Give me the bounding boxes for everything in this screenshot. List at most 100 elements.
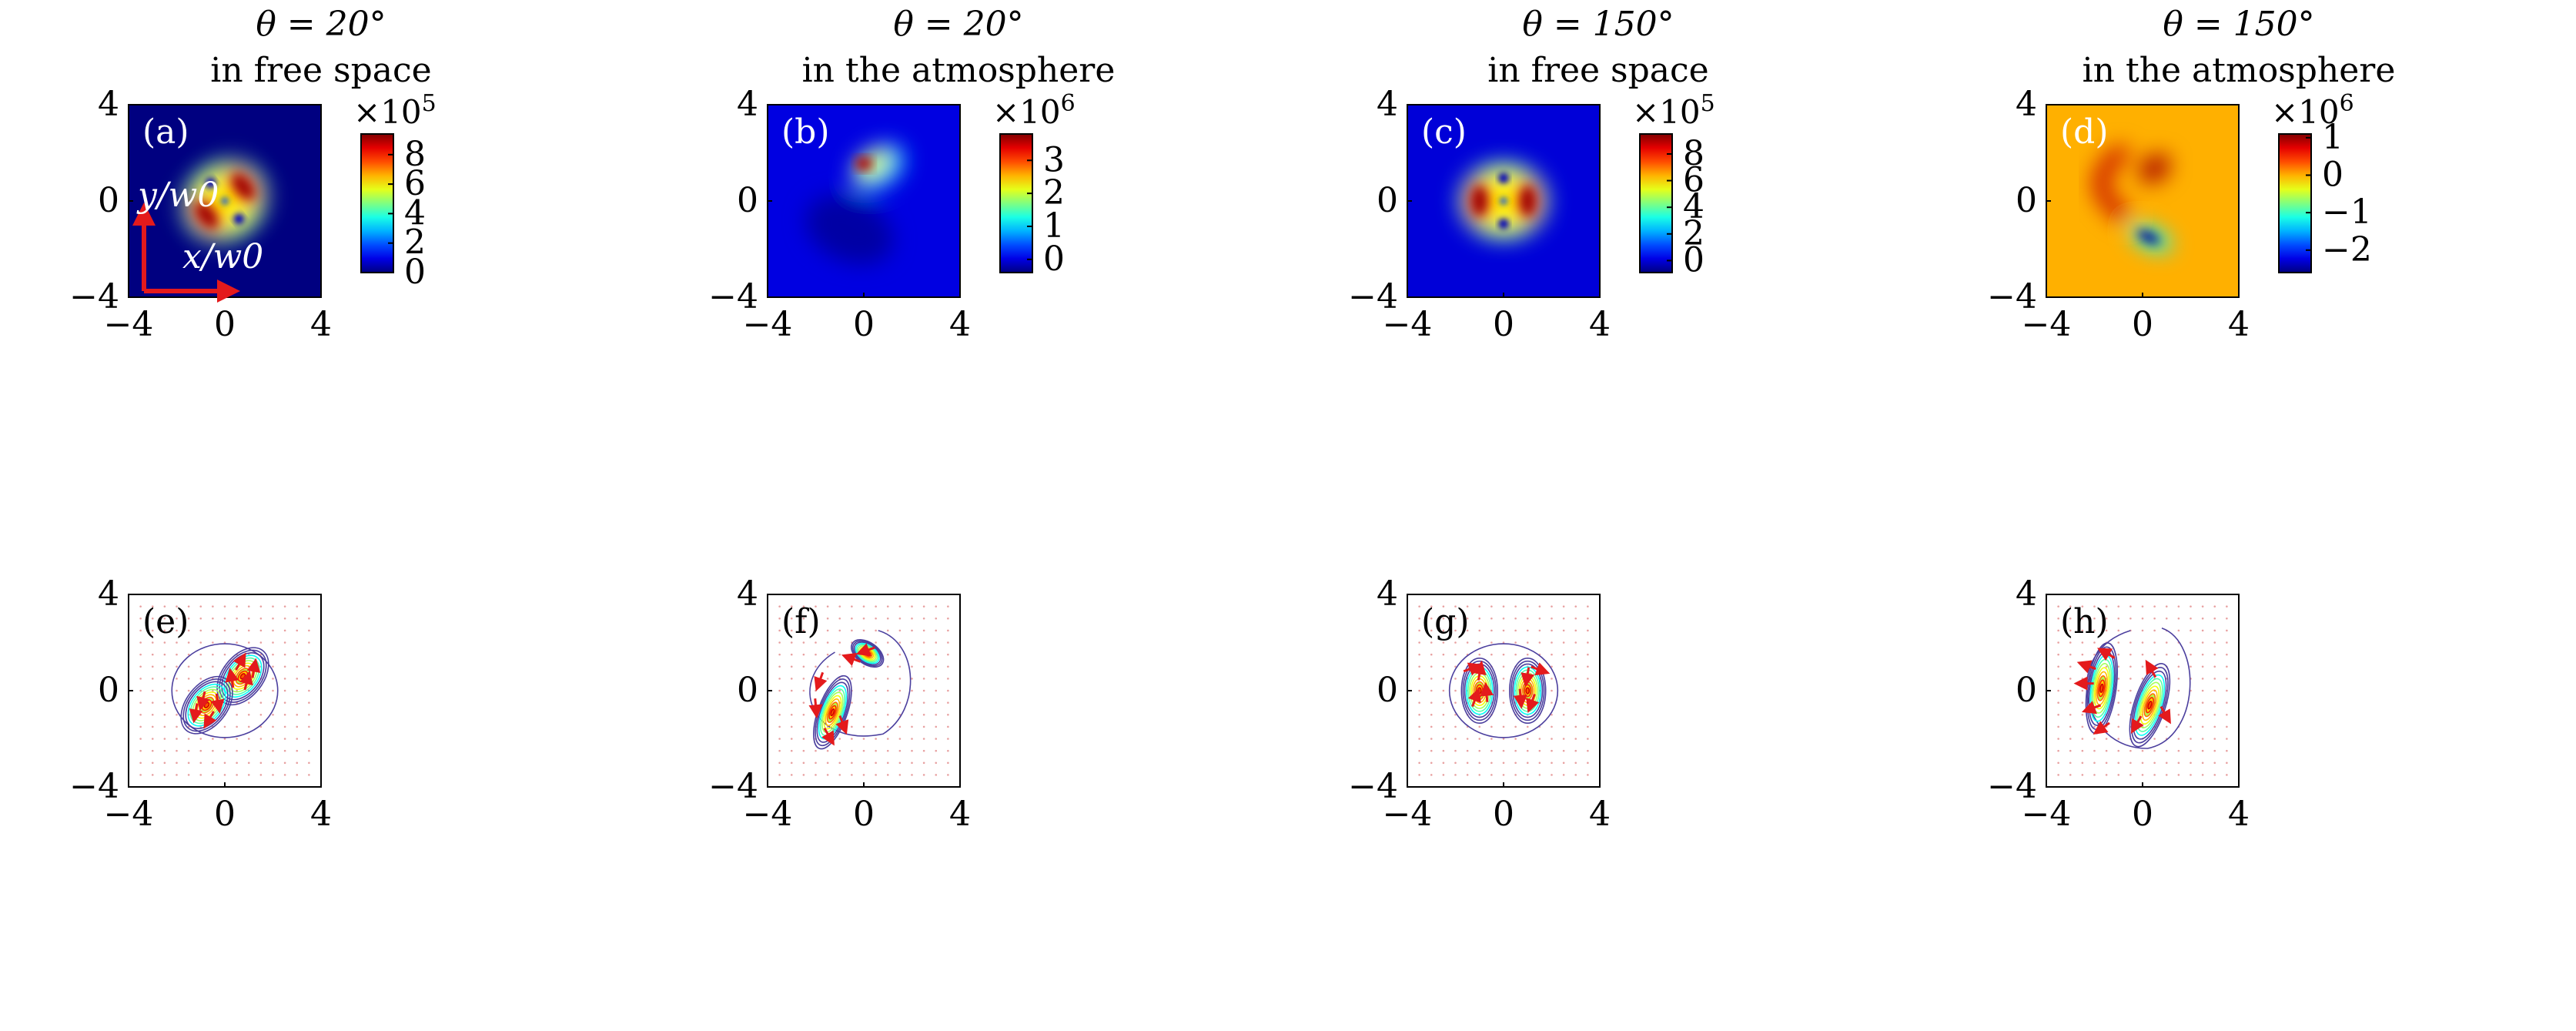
vector-arrow: [835, 715, 849, 735]
panel-label-f: (f): [781, 602, 821, 641]
grid-dot: [2213, 725, 2216, 728]
grid-dot: [922, 653, 925, 656]
grid-dot: [1538, 629, 1541, 632]
grid-dot: [1526, 629, 1529, 632]
grid-dot: [1418, 713, 1420, 716]
lobe-contour: [1512, 663, 1544, 718]
grid-dot: [1562, 725, 1565, 728]
grid-dot: [247, 774, 250, 776]
grid-dot: [862, 617, 865, 620]
lobe-contour: [1525, 687, 1531, 695]
grid-dot: [272, 653, 274, 656]
grid-dot: [212, 617, 214, 620]
grid-dot: [2057, 701, 2059, 704]
vector-arrow: [2081, 701, 2102, 715]
grid-dot: [1587, 713, 1589, 716]
grid-dot: [826, 678, 829, 680]
panel-0-colorbar: [360, 133, 394, 273]
grid-dot: [1418, 653, 1420, 656]
x-tick-label: −4: [743, 305, 793, 344]
y-tick-label: 4: [1377, 85, 1398, 124]
grid-dot: [1478, 774, 1481, 776]
grid-dot: [272, 713, 274, 716]
grid-dot: [922, 629, 925, 632]
grid-dot: [886, 713, 889, 716]
grid-dot: [911, 605, 913, 608]
vector-arrow: [1463, 662, 1483, 676]
grid-dot: [2105, 762, 2108, 765]
grid-dot: [2141, 653, 2144, 656]
grid-dot: [2117, 689, 2120, 692]
grid-dot: [2201, 605, 2204, 608]
grid-dot: [1454, 725, 1457, 728]
grid-dot: [851, 653, 853, 656]
grid-dot: [1514, 629, 1517, 632]
grid-dot: [1551, 629, 1553, 632]
grid-dot: [1430, 689, 1433, 692]
grid-dot: [223, 738, 226, 740]
grid-dot: [1502, 617, 1505, 620]
grid-dot: [826, 629, 829, 632]
y-tick-label: 4: [98, 574, 119, 614]
x-tick-label: 0: [214, 305, 236, 344]
grid-dot: [139, 774, 142, 776]
grid-dot: [1538, 774, 1541, 776]
grid-dot: [308, 713, 310, 716]
grid-dot: [259, 605, 263, 608]
grid-dot: [898, 713, 902, 716]
colorbar-tick-label: 4: [404, 193, 426, 233]
crescent-contour: [2147, 701, 2153, 710]
crescent-contour: [825, 698, 841, 727]
grid-dot: [2105, 605, 2108, 608]
panel-3-colorbar: [2278, 133, 2312, 273]
grid-dot: [163, 701, 166, 704]
grid-dot: [2201, 725, 2204, 728]
grid-dot: [2117, 617, 2120, 620]
grid-dot: [2213, 605, 2216, 608]
grid-dot: [922, 762, 925, 765]
grid-dot: [2177, 749, 2180, 752]
grid-dot: [947, 605, 949, 608]
grid-dot: [778, 605, 781, 608]
x-tick-label: 4: [2228, 305, 2250, 344]
crescent-contour: [2092, 662, 2111, 714]
grid-dot: [947, 725, 949, 728]
grid-dot: [898, 689, 902, 692]
grid-dot: [2190, 738, 2192, 740]
grid-dot: [1502, 605, 1505, 608]
grid-dot: [1418, 617, 1420, 620]
grid-dot: [2190, 605, 2192, 608]
grid-dot: [151, 641, 154, 644]
grid-dot: [2057, 738, 2059, 740]
grid-dot: [2057, 641, 2059, 644]
grid-dot: [212, 629, 214, 632]
dark-spot: [205, 177, 216, 189]
grid-dot: [1562, 629, 1565, 632]
grid-dot: [1526, 774, 1529, 776]
grid-dot: [1502, 629, 1505, 632]
y-tick-label: 0: [1377, 671, 1398, 710]
grid-dot: [2069, 653, 2072, 656]
grid-dot: [187, 738, 190, 740]
grid-dot: [139, 665, 142, 668]
grid-dot: [778, 641, 781, 644]
grid-dot: [1418, 774, 1420, 776]
grid-dot: [2141, 762, 2144, 765]
lobe-core: [232, 174, 254, 199]
grid-dot: [1587, 762, 1589, 765]
grid-dot: [790, 713, 793, 716]
grid-dot: [272, 689, 274, 692]
grid-dot: [802, 653, 805, 656]
grid-dot: [815, 774, 817, 776]
grid-dot: [259, 774, 263, 776]
grid-dot: [1442, 725, 1445, 728]
grid-dot: [2129, 678, 2132, 680]
colorbar-tick-label: 2: [404, 223, 426, 263]
grid-dot: [778, 713, 781, 716]
grid-dot: [802, 738, 805, 740]
y-tick-label: 0: [737, 671, 758, 710]
grid-dot: [259, 725, 263, 728]
grid-dot: [851, 617, 853, 620]
grid-dot: [2177, 653, 2180, 656]
y-tick-label: −4: [1348, 767, 1398, 806]
